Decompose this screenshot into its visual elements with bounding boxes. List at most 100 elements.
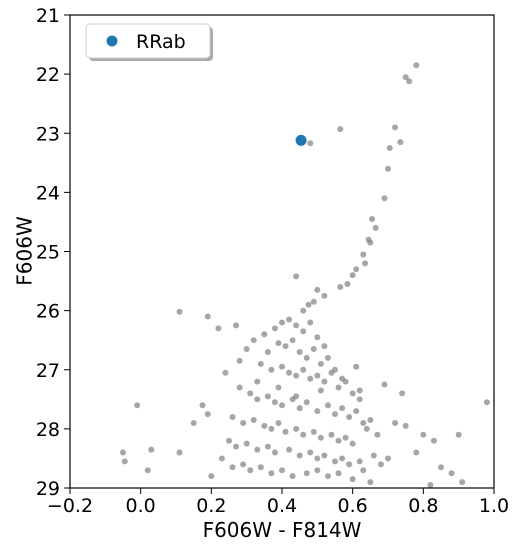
star-point [279,402,285,409]
star-point [349,390,356,397]
star-point [279,467,285,474]
star-point [261,331,268,338]
star-point [293,425,300,432]
star-point [337,283,344,290]
star-point [305,301,312,308]
star-point [337,126,344,133]
star-point [372,224,379,231]
star-point [307,140,314,147]
star-point [282,428,289,435]
star-point [381,195,388,202]
star-point [240,419,247,426]
star-point [303,470,310,477]
star-point [236,357,243,364]
star-point [257,360,264,367]
y-tick-label: 25 [36,242,60,264]
legend: RRab [85,23,213,61]
star-point [317,434,324,441]
star-point [360,467,367,474]
star-point [240,461,247,468]
star-point [204,313,211,320]
star-point [430,437,437,444]
star-point [324,402,331,409]
star-point [317,360,324,367]
star-point [413,62,420,69]
star-point [360,251,367,258]
star-point [367,417,374,424]
star-point [335,437,342,444]
star-point [264,393,271,400]
star-point [356,387,363,394]
star-point [289,337,296,344]
star-point [257,464,264,471]
star-point [268,366,275,373]
star-point [386,145,393,152]
star-point [289,473,296,480]
star-point [296,452,303,459]
star-point [346,414,353,421]
star-point [385,455,391,462]
star-point [176,308,183,315]
star-point [300,366,307,373]
star-point [176,449,183,456]
star-point [353,266,360,273]
star-point [374,431,381,438]
star-point [236,384,243,391]
y-axis-label: F606W [13,216,37,286]
star-point [335,384,342,391]
star-point [243,346,250,353]
star-point [349,476,356,483]
x-tick-label: 1.0 [479,495,509,517]
star-point [321,452,328,459]
star-point [328,369,335,376]
star-point [367,239,374,246]
legend-marker [106,35,118,47]
star-point [134,402,141,409]
star-point [397,139,404,146]
star-point [310,428,317,435]
star-point [385,165,391,172]
star-point [314,455,321,462]
star-point [293,393,300,400]
star-point [144,467,151,474]
star-point [254,446,261,453]
star-point [121,458,128,465]
legend-label: RRab [136,31,186,53]
y-tick-label: 23 [36,123,60,145]
star-point [120,449,126,456]
star-point [222,369,229,376]
star-point [282,343,289,350]
star-point [455,431,462,438]
star-point [367,479,374,486]
star-point [402,74,409,81]
star-point [307,319,314,326]
star-point [324,473,331,480]
y-tick-label: 22 [36,64,60,86]
legend-box [85,23,211,59]
star-point [233,443,240,450]
star-point [314,372,321,379]
y-tick-label: 24 [36,182,60,204]
star-point [353,363,360,370]
star-point [271,399,278,406]
star-point [321,343,328,350]
star-point [261,422,268,429]
star-point [279,363,285,370]
star-point [293,273,300,280]
star-point [483,399,490,406]
star-point [243,440,250,447]
star-point [362,260,369,267]
star-point [254,396,261,403]
star-point [247,390,254,397]
star-point [275,419,282,426]
star-point [459,479,466,486]
star-point [413,449,420,456]
star-point [346,461,353,468]
star-point [268,425,275,432]
star-point [342,434,349,441]
star-point [307,449,314,456]
star-point [339,375,346,382]
star-point [190,419,197,426]
star-point [226,437,232,444]
